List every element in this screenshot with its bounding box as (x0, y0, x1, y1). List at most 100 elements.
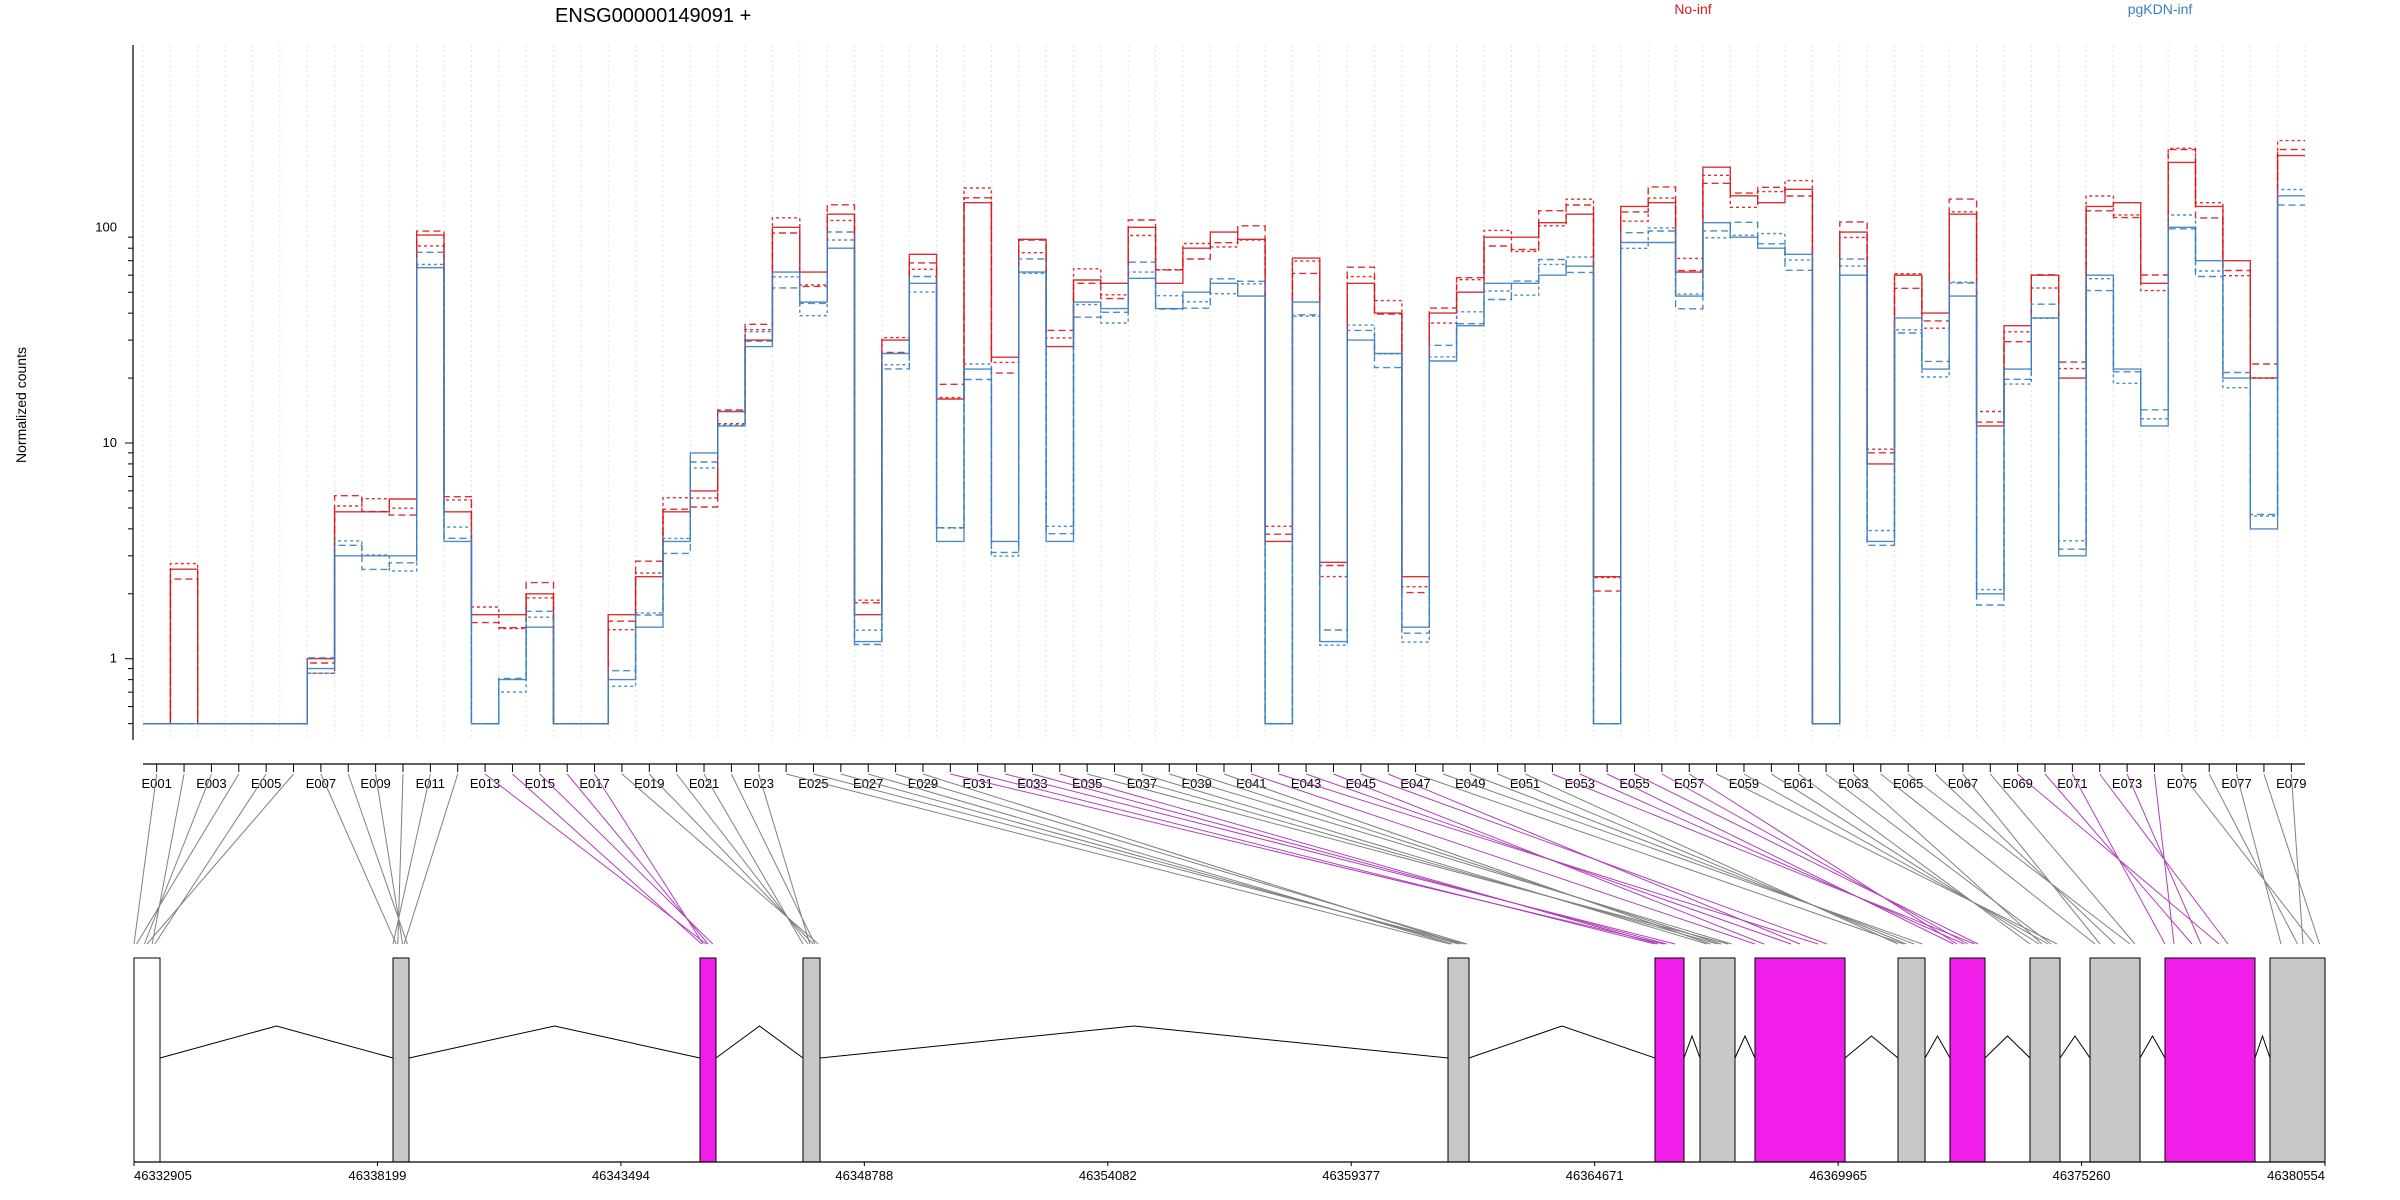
intron (1468, 1025, 1656, 1059)
genomic-tick-label: 46369965 (1809, 1168, 1867, 1183)
exon-connector (1388, 773, 1801, 945)
exon-block (2269, 957, 2326, 1163)
exon-connector (2290, 773, 2304, 945)
x-tick-label: E001 (141, 776, 171, 791)
exon-connector (786, 773, 1451, 945)
exon-connector (1579, 773, 1965, 945)
exon-connector (1087, 773, 1729, 945)
exon-connector (151, 773, 185, 945)
exon-block (2029, 957, 2061, 1163)
exon-block (1949, 957, 1986, 1163)
x-tick-label: E039 (1181, 776, 1211, 791)
x-tick-label: E063 (1838, 776, 1868, 791)
exon-connector (922, 773, 1461, 945)
x-tick-label: E067 (1948, 776, 1978, 791)
genomic-tick-label: 46332905 (134, 1168, 192, 1183)
x-tick-label: E013 (470, 776, 500, 791)
exon-connector (512, 773, 702, 945)
exon-connectors (133, 773, 2320, 945)
exon-connector (1032, 773, 1667, 945)
x-tick-label: E061 (1784, 776, 1814, 791)
exon-connector (403, 773, 459, 945)
exon-connector (397, 773, 404, 945)
x-tick-label: E031 (963, 776, 993, 791)
exon-connector (1853, 773, 2043, 945)
chart-title: ENSG00000149091 + (555, 5, 751, 27)
exon-block (392, 957, 410, 1163)
legend-no-inf: No-inf (1674, 1, 1711, 17)
intron (408, 1025, 701, 1059)
exon-block (1654, 957, 1685, 1163)
exon-connector (1415, 773, 1904, 945)
gene-model (133, 957, 2326, 1163)
genomic-tick-label: 46359377 (1322, 1168, 1380, 1183)
exon-connector (1497, 773, 1907, 945)
exon-block (2089, 957, 2141, 1163)
replicate-line (143, 154, 2305, 725)
exon-connector (758, 773, 811, 945)
intron (1984, 1035, 2031, 1059)
genomic-tick-label: 46375260 (2053, 1168, 2111, 1183)
x-tick-label: E075 (2167, 776, 2197, 791)
x-tick-label: E029 (908, 776, 938, 791)
x-tick-label: E077 (2221, 776, 2251, 791)
x-tick-label: E025 (798, 776, 828, 791)
exon-connector (1141, 773, 1708, 945)
exon-connector (703, 773, 804, 945)
genomic-tick-label: 46338199 (349, 1168, 407, 1183)
x-axis: E001 E003 E005 E007 E009 E011 E013 E015 E017 E019… (141, 763, 2307, 791)
x-tick-label: E057 (1674, 776, 1704, 791)
intron (2254, 1034, 2271, 1059)
intron (1844, 1035, 1899, 1059)
exon-connector (2263, 773, 2320, 945)
replicate-line (143, 188, 2305, 725)
x-tick-label: E059 (1729, 776, 1759, 791)
x-tick-label: E033 (1017, 776, 1047, 791)
x-tick-label: E011 (416, 776, 445, 791)
x-tick-label: E071 (2057, 776, 2087, 791)
exon-connector (143, 773, 212, 945)
series-layer (143, 139, 2305, 725)
exon-connector (1552, 773, 1975, 945)
genomic-tick-label: 46348788 (835, 1168, 893, 1183)
exon-connector (1442, 773, 1923, 945)
intron (715, 1025, 804, 1059)
exon-connector (1333, 773, 1765, 945)
exon-block (1447, 957, 1470, 1163)
exon-connector (2153, 773, 2175, 945)
exon-connector (1771, 773, 2040, 945)
x-tick-label: E015 (525, 776, 555, 791)
exon-connector (1223, 773, 1711, 945)
exon-connector (392, 773, 431, 945)
exon-block (1897, 957, 1926, 1163)
exon-connector (154, 773, 267, 945)
exon-connector (1962, 773, 2101, 945)
exon-block (1754, 957, 1846, 1163)
intron (1683, 1034, 1701, 1059)
exon-block (1699, 957, 1736, 1163)
exon-connector (1524, 773, 1899, 945)
y-tick-label: 10 (103, 435, 117, 450)
y-axis: 1 10 100 (95, 45, 134, 740)
x-tick-label: E045 (1346, 776, 1376, 791)
exon-connector (1743, 773, 2049, 945)
intron (2059, 1035, 2091, 1059)
exon-connector (868, 773, 1453, 945)
intron (159, 1025, 394, 1059)
exon-connector (133, 773, 158, 945)
series-pgkdn-inf (143, 188, 2305, 725)
exon-connector (320, 773, 397, 945)
exon-block (133, 957, 161, 1163)
exon-connector (1114, 773, 1718, 945)
x-tick-label: E023 (744, 776, 774, 791)
x-tick-label: E019 (634, 776, 664, 791)
replicate-line (143, 148, 2305, 725)
exon-connector (347, 773, 408, 945)
exon-connector (1606, 773, 1954, 945)
exon-gridlines (142, 45, 2306, 740)
x-tick-label: E005 (251, 776, 281, 791)
legend-pgkdn-inf: pgKDN-inf (2128, 1, 2193, 17)
x-tick-label: E003 (196, 776, 226, 791)
x-tick-label: E017 (579, 776, 609, 791)
